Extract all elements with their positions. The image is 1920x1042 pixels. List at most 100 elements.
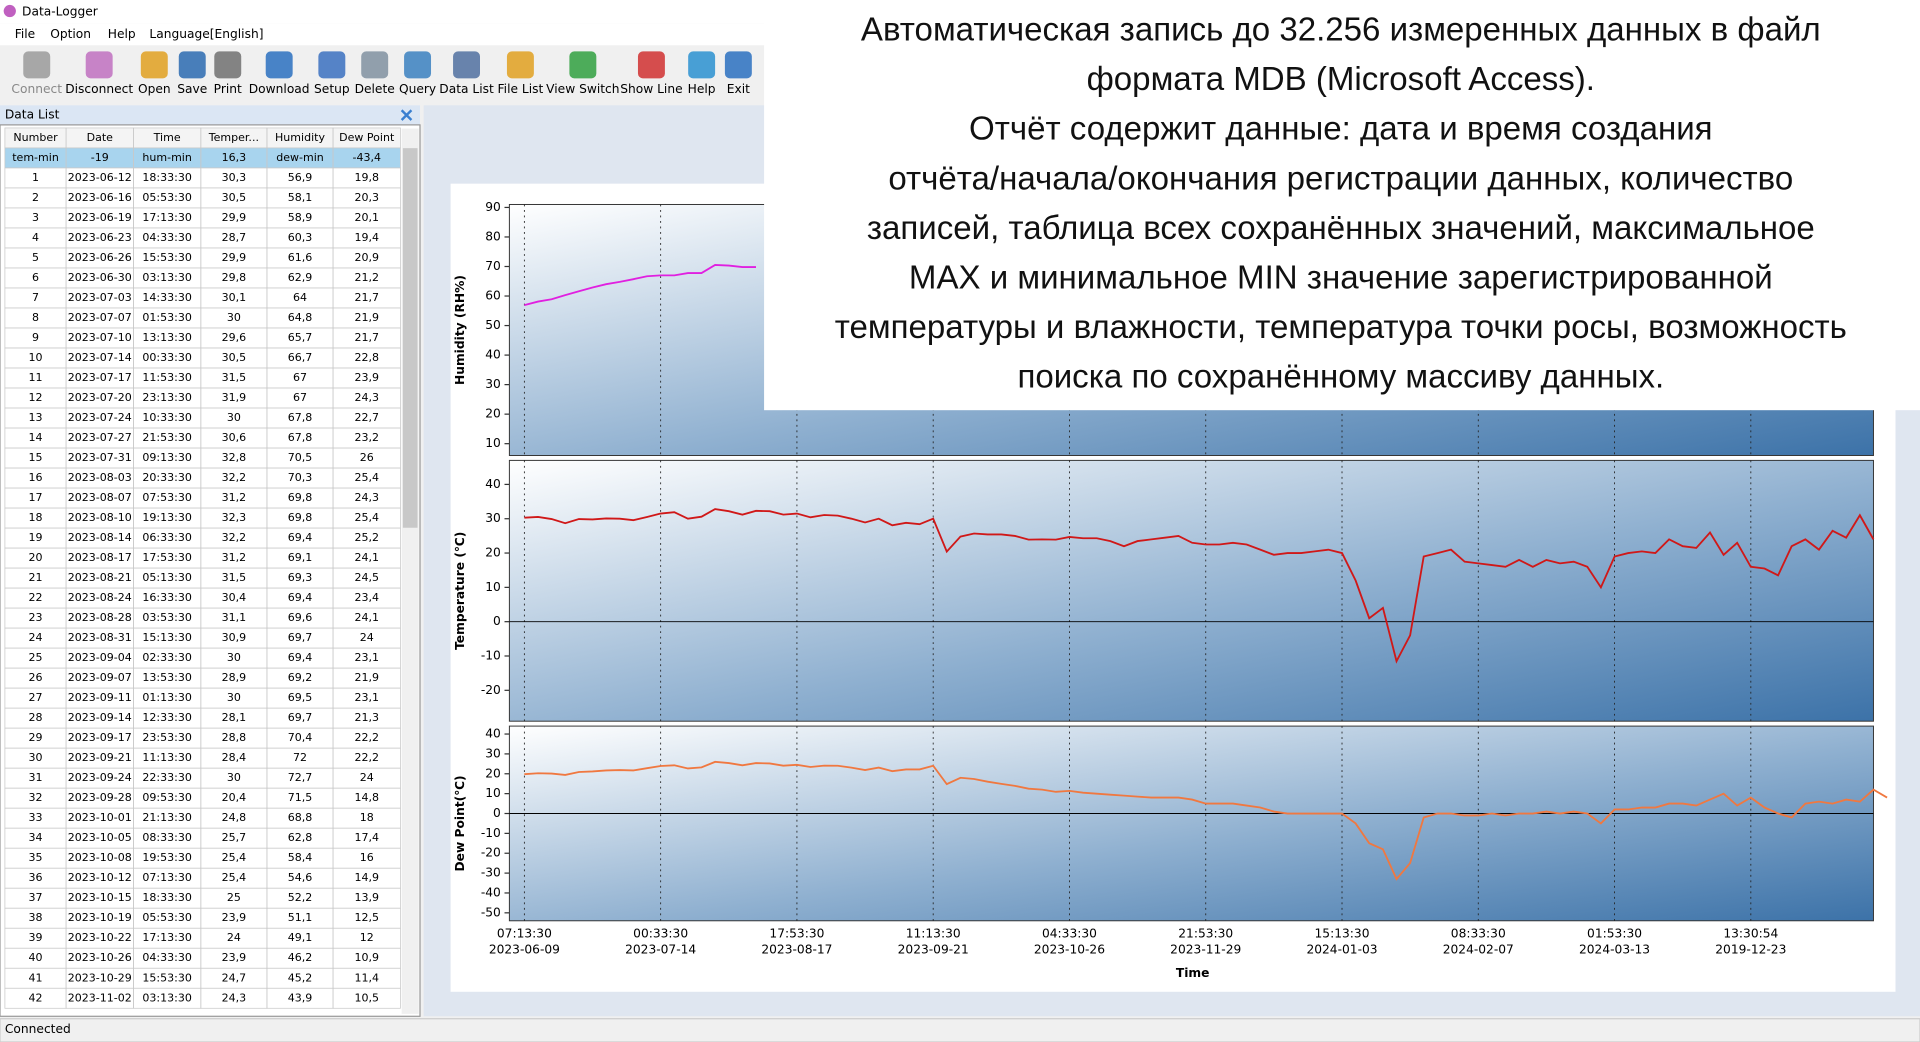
row-cell: 30,6 [222,431,247,444]
tool-icon[interactable] [506,51,534,79]
row-bg [4,388,401,409]
row-cell: 18 [28,511,42,524]
tool-icon[interactable] [453,51,480,79]
row-cell: 69,1 [288,551,313,564]
row-bg [4,468,401,489]
row-cell: 29 [28,731,42,744]
row-cell: 04:33:30 [142,231,191,244]
tool-icon[interactable] [318,51,346,79]
row-cell: 35 [28,851,42,864]
menu-item[interactable]: Option [50,27,91,41]
row-cell: 20,1 [354,211,379,224]
close-icon[interactable] [400,109,413,121]
row-cell: 43,9 [288,991,313,1004]
tool-icon[interactable] [569,51,597,79]
tool-label[interactable]: Help [688,82,716,96]
row-cell: 20:33:30 [142,471,191,484]
tool-label[interactable]: Exit [727,82,750,96]
row-cell: 03:13:30 [142,991,191,1004]
row-cell: 32,2 [222,531,247,544]
tool-label[interactable]: Open [138,82,171,96]
row-cell: 04:33:30 [142,951,191,964]
tool-icon[interactable] [265,51,293,79]
row-cell: 24,8 [222,811,247,824]
row-cell: 05:53:30 [142,911,191,924]
tool-label[interactable]: Print [214,82,242,96]
row-bg [4,788,401,809]
tool-label[interactable]: Download [249,82,310,96]
row-cell: 30,3 [222,171,247,184]
row-bg [4,728,401,749]
row-cell: 02:33:30 [142,651,191,664]
tool-icon[interactable] [23,51,51,79]
tool-icon[interactable] [724,51,752,79]
tool-icon[interactable] [140,51,168,79]
row-cell: 30,5 [222,191,247,204]
row-cell: 69,5 [288,691,313,704]
tool-label[interactable]: Disconnect [65,82,133,96]
row-cell: 68,8 [288,811,313,824]
row-cell: 2023-10-19 [68,911,132,924]
row-cell: 30 [227,411,241,424]
row-cell: 13:53:30 [142,671,191,684]
y-tick-label: 10 [485,580,501,594]
tool-icon[interactable] [361,51,389,79]
row-cell: 2023-08-24 [68,591,132,604]
row-bg [4,748,401,769]
row-cell: 2023-10-01 [68,811,132,824]
row-cell: 23,9 [222,911,247,924]
y-tick-label: 60 [485,289,501,303]
tool-label[interactable]: Setup [314,82,350,96]
tool-label[interactable]: Connect [11,82,62,96]
row-cell: 38 [28,911,42,924]
tool-label[interactable]: Delete [355,82,395,96]
row-cell: 24,1 [354,551,379,564]
tool-icon[interactable] [178,51,206,79]
row-cell: 8 [32,311,39,324]
row-cell: 30,9 [222,631,247,644]
header-cell: Date [87,131,114,144]
row-cell: 2023-09-04 [68,651,132,664]
tool-label[interactable]: Data List [439,82,494,96]
menu-item[interactable]: Help [108,27,136,41]
row-cell: 26 [28,671,42,684]
y-tick-label: 30 [485,746,501,760]
x-tick-time: 17:53:30 [769,927,824,941]
row-cell: 25,2 [354,531,379,544]
row-bg [4,568,401,589]
row-cell: 21,9 [354,311,379,324]
y-tick-label: -10 [481,826,501,840]
row-bg [4,348,401,369]
row-cell: 2023-07-24 [68,411,132,424]
menu-item[interactable]: File [15,27,35,41]
tool-icon[interactable] [688,51,716,79]
row-cell: 58,9 [288,211,313,224]
tool-icon[interactable] [85,51,113,79]
tool-icon[interactable] [404,51,432,79]
tool-label[interactable]: Show Line [620,82,682,96]
tool-label[interactable]: Save [177,82,207,96]
row-cell: 00:33:30 [142,351,191,364]
row-cell: 67 [293,391,307,404]
row-cell: 31,2 [222,551,247,564]
row-cell: 29,6 [222,331,247,344]
row-cell: 31,1 [222,611,247,624]
row-cell: 2023-09-17 [68,731,132,744]
tool-label[interactable]: Query [399,82,436,96]
row-cell: 11:53:30 [142,371,191,384]
tool-label[interactable]: View Switch [546,82,619,96]
row-cell: 2023-09-07 [68,671,132,684]
tool-label[interactable]: File List [498,82,544,96]
row-cell: 2023-10-05 [68,831,132,844]
menu-item[interactable]: Language[English] [149,27,263,41]
row-cell: 62,9 [288,271,313,284]
overlay-line: отчёта/начала/окончания регистрации данн… [888,160,1793,197]
row-bg [4,868,401,889]
row-cell: 32,3 [222,511,247,524]
row-cell: 25,4 [354,471,379,484]
tool-icon[interactable] [637,51,665,79]
row-cell: 23 [28,611,42,624]
tool-icon[interactable] [214,51,242,79]
x-tick-time: 15:13:30 [1315,927,1370,941]
scroll-thumb[interactable] [402,148,418,528]
